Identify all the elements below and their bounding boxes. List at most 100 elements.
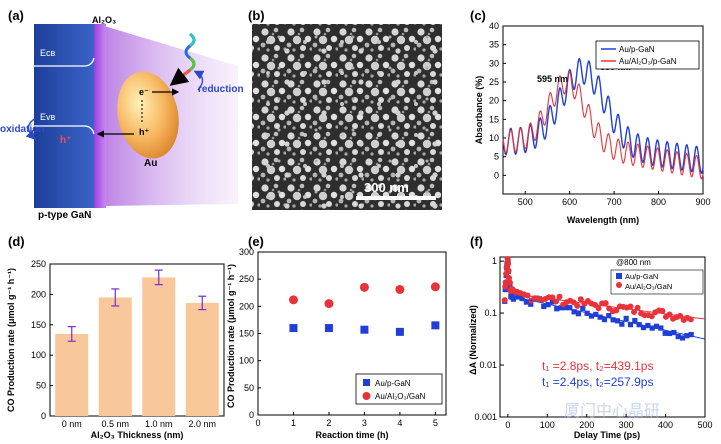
y-tick-label-e: 200 — [239, 301, 254, 311]
fit-text-blue: t₁ =2.4ps, t₂=257.9ps — [542, 375, 653, 389]
y-tick-label-c: 5 — [494, 152, 499, 162]
y-tick-label-d: 0 — [41, 411, 46, 421]
data-point-au-al2o3-gan — [627, 303, 634, 310]
vb-band — [34, 125, 95, 135]
data-point-au-al2o3-gan — [602, 300, 609, 307]
y-tick-label-e: 0 — [249, 410, 254, 420]
y-axis-label-d: CO Production rate (μmol g⁻¹ h⁻¹) — [6, 268, 16, 412]
legend-swatch-f-1 — [616, 282, 622, 288]
data-point-au-p-gan — [541, 303, 547, 310]
data-point-au-p-gan — [653, 323, 660, 329]
data-point-au-al2o3-gan — [395, 284, 405, 294]
y-tick-label-c: 30 — [489, 58, 499, 68]
x-tick-label-c: 700 — [607, 197, 622, 207]
watermark: 厦门中心晶研 — [564, 402, 660, 420]
axes-frame — [502, 25, 704, 195]
data-point-au-al2o3-gan — [359, 282, 369, 292]
substrate-label: p-type GaN — [38, 210, 91, 221]
data-point-au-p-gan — [567, 305, 573, 311]
hole-au: h⁺ — [139, 127, 149, 137]
scale-label: 300 nm — [364, 180, 409, 195]
y-tick-label-c: 10 — [489, 133, 499, 143]
data-point-au-p-gan — [645, 322, 651, 329]
electron-label: e⁻ — [139, 87, 149, 97]
scale-bar — [356, 196, 436, 200]
data-point-au-p-gan — [289, 324, 298, 333]
x-tick-label-f: 100 — [540, 420, 555, 430]
data-point-au-al2o3-gan — [505, 260, 512, 267]
panel-label-f: (f) — [470, 234, 483, 249]
data-point-au-p-gan — [510, 296, 517, 302]
x-tick-label-e: 5 — [433, 418, 438, 428]
panel-label-b: (b) — [248, 8, 265, 23]
y-tick-label-f: 0.1 — [484, 308, 497, 318]
data-point-au-al2o3-gan — [324, 299, 334, 309]
data-point-au-p-gan — [580, 305, 586, 311]
data-point-au-p-gan — [431, 321, 440, 330]
y-tick-label-f: 1 — [492, 256, 497, 266]
data-point-au-p-gan — [675, 333, 681, 340]
data-point-au-p-gan — [666, 330, 673, 337]
y-tick-label-f: 0.01 — [479, 360, 497, 370]
y-tick-label-d: 150 — [31, 320, 46, 330]
data-point-au-p-gan — [597, 314, 603, 320]
y-tick-label-c: 0 — [494, 170, 499, 180]
data-point-au-p-gan — [509, 291, 515, 297]
fit-line-au-al2o3-gan — [511, 291, 706, 320]
x-axis-label-d: Al₂O₃ Thickness (nm) — [91, 430, 184, 440]
reduction-label: reduction — [198, 84, 244, 95]
panel-label-c: (c) — [470, 8, 486, 23]
data-point-au-al2o3-gan — [430, 282, 440, 292]
x-tick-label-f: 200 — [579, 420, 594, 430]
y-tick-label-c: 35 — [489, 40, 499, 50]
data-point-au-al2o3-gan — [505, 274, 512, 281]
bar — [142, 277, 176, 416]
hole-gan: h⁺ — [60, 135, 71, 146]
sem-panel: 300 nm — [252, 24, 442, 210]
data-point-au-p-gan — [528, 301, 534, 307]
legend-label-e-1: Au/Al₂O₃/GaN — [375, 392, 426, 401]
data-point-au-p-gan — [571, 309, 577, 315]
oxidation-label: oxidation — [0, 124, 44, 135]
data-point-au-p-gan — [649, 325, 655, 331]
data-point-au-al2o3-gan — [506, 279, 513, 286]
annotation-595nm: 595 nm — [537, 74, 568, 84]
y-tick-label-d: 250 — [31, 259, 46, 269]
data-point-au-p-gan — [395, 327, 404, 336]
x-axis-label-e: Reaction time (h) — [315, 430, 388, 440]
x-tick-label-c: 500 — [518, 197, 533, 207]
y-tick-label-c: 25 — [489, 77, 499, 87]
data-point-au-al2o3-gan — [501, 297, 508, 304]
data-point-au-p-gan — [658, 325, 664, 331]
data-point-au-p-gan — [558, 305, 564, 311]
data-point-au-p-gan — [614, 318, 621, 324]
x-tick-label-f: 500 — [697, 420, 712, 430]
axes-frame — [499, 256, 706, 418]
x-axis-label-c: Wavelength (nm) — [567, 215, 639, 225]
legend-label-c-0: Au/p-GaN — [619, 45, 655, 54]
y-tick-label-c: 40 — [489, 21, 499, 31]
data-point-au-al2o3-gan — [505, 267, 512, 274]
au-label: Au — [144, 158, 157, 169]
legend-swatch-f-0 — [616, 273, 622, 279]
data-point-au-p-gan — [662, 330, 668, 336]
fit-line-au-p-gan — [511, 294, 706, 340]
x-tick-label-f: 0 — [505, 420, 510, 430]
data-point-au-al2o3-gan — [687, 316, 694, 323]
x-tick-label-e: 2 — [326, 418, 331, 428]
data-point-au-al2o3-gan — [577, 296, 584, 303]
x-tick-label-e: 0 — [255, 418, 260, 428]
data-point-au-al2o3-gan — [504, 255, 511, 262]
y-tick-label-e: 150 — [239, 329, 254, 339]
data-point-au-p-gan — [575, 311, 582, 317]
gan-block — [34, 24, 94, 208]
data-point-au-p-gan — [640, 324, 647, 331]
legend-swatch-e-1 — [362, 392, 371, 400]
data-point-au-al2o3-gan — [288, 295, 298, 305]
data-point-au-al2o3-gan — [502, 283, 509, 290]
au-particle — [117, 71, 179, 159]
y-tick-label-c: 20 — [489, 96, 499, 106]
oxidation-arrow — [25, 117, 37, 140]
y-tick-label-e: 50 — [244, 383, 254, 393]
